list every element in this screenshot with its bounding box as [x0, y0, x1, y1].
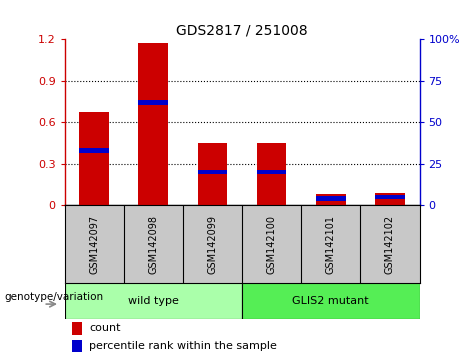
- Bar: [257, 170, 286, 175]
- Bar: [79, 148, 109, 153]
- Text: GSM142101: GSM142101: [326, 215, 336, 274]
- Text: GSM142097: GSM142097: [89, 215, 99, 274]
- Text: GSM142102: GSM142102: [385, 215, 395, 274]
- Bar: [242, 283, 420, 319]
- Text: wild type: wild type: [128, 296, 179, 306]
- Bar: [198, 143, 227, 205]
- Bar: [375, 195, 405, 199]
- Text: genotype/variation: genotype/variation: [5, 292, 104, 302]
- Bar: [198, 170, 227, 175]
- Bar: [79, 113, 109, 205]
- Bar: [138, 43, 168, 205]
- Text: GLIS2 mutant: GLIS2 mutant: [292, 296, 369, 306]
- Bar: [71, 340, 83, 352]
- Bar: [257, 143, 286, 205]
- Text: GSM142098: GSM142098: [148, 215, 158, 274]
- Bar: [316, 194, 346, 205]
- Bar: [138, 100, 168, 104]
- Text: percentile rank within the sample: percentile rank within the sample: [89, 341, 277, 351]
- Text: GSM142099: GSM142099: [207, 215, 218, 274]
- Bar: [375, 193, 405, 205]
- Text: GSM142100: GSM142100: [266, 215, 277, 274]
- Bar: [71, 322, 83, 335]
- Bar: [316, 196, 346, 201]
- Bar: [65, 283, 242, 319]
- Title: GDS2817 / 251008: GDS2817 / 251008: [176, 24, 308, 38]
- Text: count: count: [89, 323, 121, 333]
